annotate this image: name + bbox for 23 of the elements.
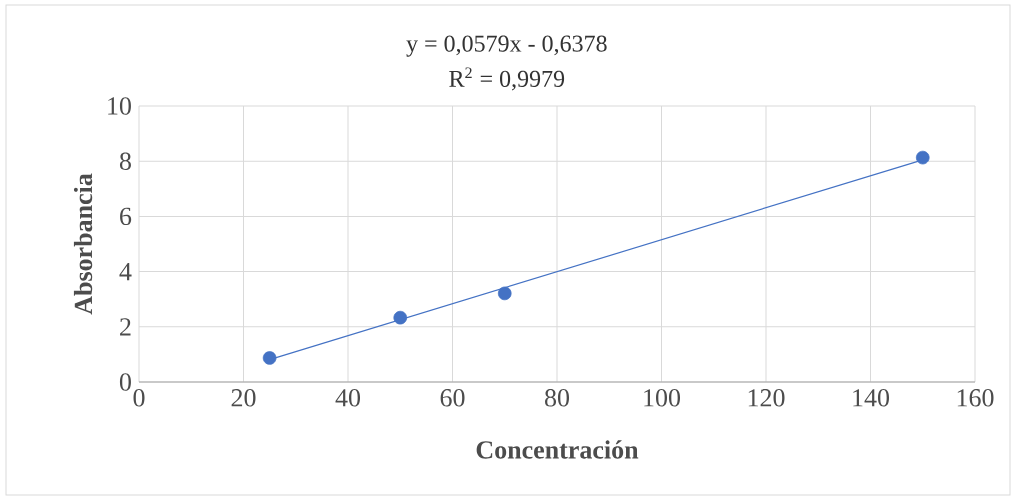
x-tick-label: 0 [133, 389, 145, 407]
y-tick-label: 6 [120, 207, 132, 226]
point [497, 286, 512, 301]
x-tick-label: 120 [748, 389, 785, 407]
text: R$^{2}$ = 0,9979 [449, 67, 565, 91]
point [262, 351, 277, 365]
y-axis-title: Absorbancia [73, 173, 93, 315]
y-tick-label: 2 [120, 318, 131, 336]
y-tick-label: 0 [119, 373, 131, 391]
y-tick-label: 10 [108, 97, 131, 115]
y-tick-label: 8 [119, 152, 131, 170]
x-tick-label: 140 [853, 389, 890, 407]
x-tick-label: 100 [644, 389, 681, 407]
x-tick-label: 40 [335, 389, 361, 407]
x-axis-title: Concentración [476, 440, 639, 459]
point [915, 150, 930, 165]
point [393, 310, 408, 325]
x-tick-label: 80 [545, 389, 570, 407]
x-tick-label: 60 [440, 389, 465, 407]
x-tick-label: 160 [957, 389, 994, 407]
x-tick-label: 20 [231, 389, 256, 407]
text: y = 0,0579x - 0,6378 [406, 35, 607, 57]
y-tick-label: 4 [119, 263, 132, 281]
